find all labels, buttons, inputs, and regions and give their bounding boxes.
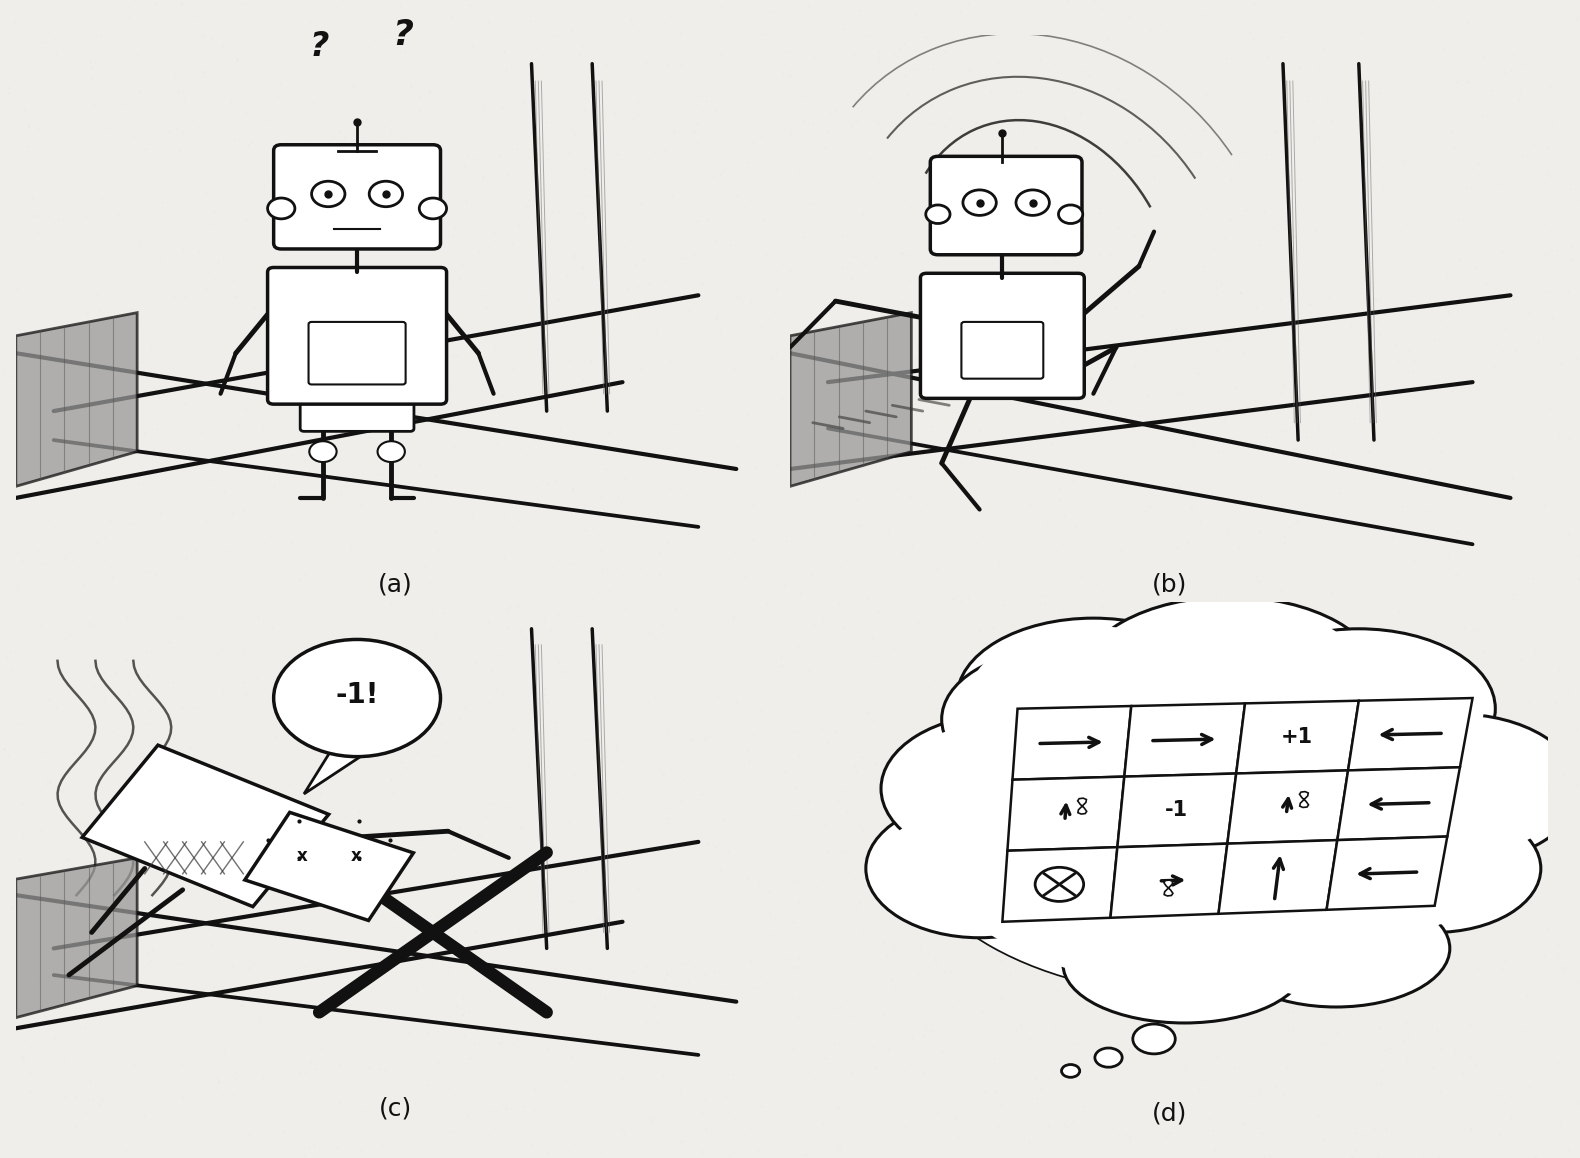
Ellipse shape bbox=[942, 650, 1169, 789]
FancyBboxPatch shape bbox=[300, 396, 414, 432]
Text: -1!: -1! bbox=[335, 681, 379, 710]
FancyBboxPatch shape bbox=[273, 145, 441, 249]
Ellipse shape bbox=[866, 799, 1093, 938]
Polygon shape bbox=[1218, 840, 1337, 914]
Text: x: x bbox=[351, 848, 362, 865]
Ellipse shape bbox=[1074, 914, 1294, 1014]
FancyBboxPatch shape bbox=[267, 267, 447, 404]
Polygon shape bbox=[1013, 706, 1131, 779]
Polygon shape bbox=[1236, 701, 1359, 774]
Ellipse shape bbox=[953, 658, 1158, 780]
Polygon shape bbox=[1002, 848, 1117, 922]
Ellipse shape bbox=[957, 618, 1229, 778]
Ellipse shape bbox=[969, 626, 1218, 770]
Ellipse shape bbox=[1340, 813, 1529, 924]
Ellipse shape bbox=[1329, 805, 1540, 932]
Ellipse shape bbox=[957, 618, 1229, 778]
Ellipse shape bbox=[1337, 714, 1578, 863]
Polygon shape bbox=[1117, 774, 1236, 848]
FancyBboxPatch shape bbox=[308, 322, 406, 384]
Polygon shape bbox=[16, 858, 137, 1018]
Ellipse shape bbox=[877, 807, 1082, 930]
Polygon shape bbox=[16, 313, 137, 486]
Text: (b): (b) bbox=[1152, 573, 1187, 596]
Ellipse shape bbox=[1078, 596, 1381, 768]
Circle shape bbox=[310, 441, 337, 462]
Circle shape bbox=[1016, 190, 1049, 215]
Ellipse shape bbox=[1348, 723, 1567, 855]
Text: (c): (c) bbox=[378, 1097, 412, 1120]
Text: +1: +1 bbox=[1281, 727, 1313, 747]
Text: (d): (d) bbox=[1152, 1101, 1187, 1126]
Ellipse shape bbox=[942, 650, 1169, 789]
Ellipse shape bbox=[904, 655, 1510, 996]
Polygon shape bbox=[1008, 777, 1125, 851]
Ellipse shape bbox=[882, 714, 1123, 863]
Polygon shape bbox=[1299, 792, 1308, 807]
FancyBboxPatch shape bbox=[921, 273, 1084, 398]
Polygon shape bbox=[790, 313, 912, 486]
Polygon shape bbox=[1228, 770, 1348, 844]
Circle shape bbox=[419, 198, 447, 219]
Ellipse shape bbox=[1234, 897, 1438, 999]
Ellipse shape bbox=[1223, 629, 1495, 789]
Circle shape bbox=[962, 190, 997, 215]
Polygon shape bbox=[1337, 768, 1460, 840]
Ellipse shape bbox=[893, 723, 1112, 855]
Polygon shape bbox=[1327, 836, 1447, 910]
Ellipse shape bbox=[1223, 629, 1495, 789]
Polygon shape bbox=[1125, 703, 1245, 777]
Text: -1: -1 bbox=[1164, 800, 1188, 820]
Ellipse shape bbox=[882, 714, 1123, 863]
Ellipse shape bbox=[1063, 906, 1305, 1023]
Ellipse shape bbox=[866, 799, 1093, 938]
Ellipse shape bbox=[1234, 637, 1484, 780]
Ellipse shape bbox=[904, 655, 1510, 996]
Circle shape bbox=[1133, 1024, 1176, 1054]
Text: ?: ? bbox=[392, 17, 412, 52]
FancyBboxPatch shape bbox=[931, 156, 1082, 255]
FancyBboxPatch shape bbox=[961, 322, 1043, 379]
Circle shape bbox=[1095, 1048, 1122, 1068]
Circle shape bbox=[378, 441, 404, 462]
Ellipse shape bbox=[915, 664, 1499, 988]
Ellipse shape bbox=[1078, 596, 1381, 768]
Polygon shape bbox=[1348, 698, 1473, 770]
Circle shape bbox=[273, 639, 441, 756]
Ellipse shape bbox=[1329, 805, 1540, 932]
Circle shape bbox=[926, 205, 950, 223]
Ellipse shape bbox=[1223, 889, 1450, 1007]
Text: (a): (a) bbox=[378, 573, 412, 596]
Polygon shape bbox=[82, 745, 329, 907]
Ellipse shape bbox=[1223, 889, 1450, 1007]
Circle shape bbox=[267, 198, 295, 219]
Circle shape bbox=[370, 181, 403, 206]
Polygon shape bbox=[1078, 798, 1087, 814]
Polygon shape bbox=[1111, 844, 1228, 918]
Polygon shape bbox=[1164, 880, 1172, 896]
Circle shape bbox=[1035, 867, 1084, 901]
Ellipse shape bbox=[1090, 604, 1370, 760]
Polygon shape bbox=[303, 752, 368, 794]
Ellipse shape bbox=[1063, 906, 1305, 1023]
Text: x: x bbox=[297, 848, 308, 865]
Circle shape bbox=[1062, 1064, 1079, 1077]
Text: ?: ? bbox=[310, 30, 329, 63]
Circle shape bbox=[311, 181, 344, 206]
Ellipse shape bbox=[1337, 714, 1578, 863]
Circle shape bbox=[1059, 205, 1082, 223]
Polygon shape bbox=[245, 813, 414, 921]
